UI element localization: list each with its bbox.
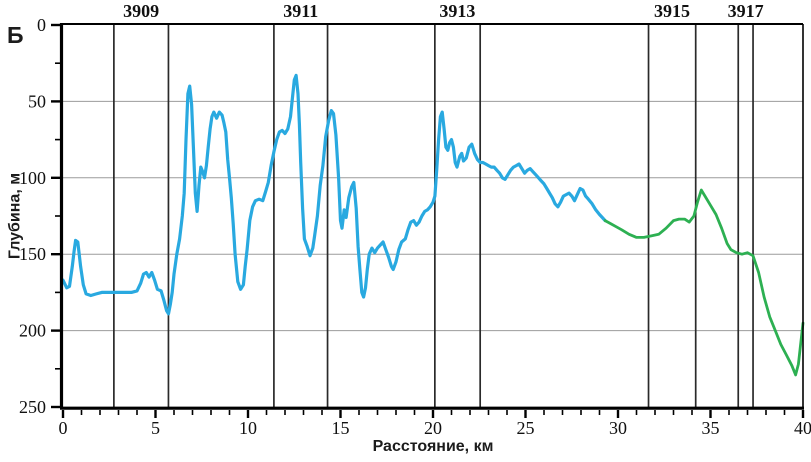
extrapolated-depth-profile-line [603, 188, 805, 377]
x-tick-label: 10 [239, 418, 257, 438]
station-label: 3911 [283, 1, 318, 21]
x-tick-label: 20 [424, 418, 442, 438]
station-label: 3917 [728, 1, 764, 21]
figure-label: Б [7, 22, 24, 48]
y-tick-label: 0 [37, 15, 46, 35]
y-tick-label: 50 [28, 91, 46, 111]
station-label: 3909 [123, 1, 159, 21]
x-tick-label: 30 [609, 418, 627, 438]
x-tick-label: 40 [794, 418, 811, 438]
y-axis-title: Глубина, м [6, 172, 24, 260]
x-axis-title: Расстояние, км [372, 438, 494, 455]
y-tick-label: 150 [19, 244, 46, 264]
station-label: 3913 [439, 1, 475, 21]
y-tick-label: 200 [19, 321, 46, 341]
x-tick-label: 35 [702, 418, 720, 438]
station-label: 3915 [654, 1, 690, 21]
y-tick-label: 100 [19, 168, 46, 188]
x-tick-label: 0 [59, 418, 68, 438]
x-tick-label: 5 [151, 418, 160, 438]
y-tick-label: 250 [19, 397, 46, 417]
x-tick-label: 25 [517, 418, 535, 438]
x-tick-label: 15 [332, 418, 350, 438]
measured-depth-profile-line [61, 73, 607, 316]
